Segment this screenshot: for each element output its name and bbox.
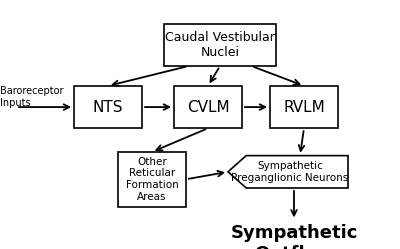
Text: Caudal Vestibular
Nuclei: Caudal Vestibular Nuclei [165, 31, 275, 59]
Text: CVLM: CVLM [187, 100, 229, 115]
Text: Sympathetic
Preganglionic Neurons: Sympathetic Preganglionic Neurons [231, 161, 348, 183]
Text: Other
Reticular
Formation
Areas: Other Reticular Formation Areas [126, 157, 178, 202]
FancyBboxPatch shape [118, 152, 186, 207]
FancyBboxPatch shape [174, 86, 242, 128]
Polygon shape [228, 156, 348, 188]
FancyBboxPatch shape [164, 24, 276, 66]
FancyBboxPatch shape [74, 86, 142, 128]
FancyBboxPatch shape [270, 86, 338, 128]
Text: RVLM: RVLM [283, 100, 325, 115]
Text: NTS: NTS [93, 100, 123, 115]
Text: Baroreceptor
Inputs: Baroreceptor Inputs [0, 86, 64, 108]
Text: Sympathetic
Outflow: Sympathetic Outflow [230, 224, 358, 249]
